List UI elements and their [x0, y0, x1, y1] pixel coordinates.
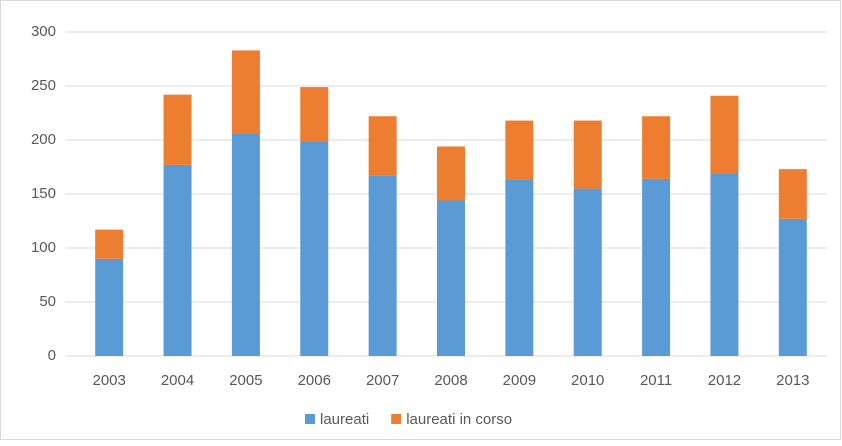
bar-segment	[163, 94, 192, 165]
bar-segment	[778, 169, 807, 219]
bar-segment	[437, 200, 465, 356]
bar-segment	[231, 133, 260, 356]
bar-segment	[368, 175, 397, 356]
bar-segment	[231, 50, 260, 134]
bar-segment	[642, 116, 671, 179]
y-tick-label: 0	[48, 347, 56, 364]
bar-segment	[710, 173, 739, 356]
x-tick-label: 2013	[776, 372, 809, 389]
x-tick-label: 2011	[640, 372, 672, 389]
legend-label: laureati in corso	[406, 411, 512, 428]
bar-segment	[710, 95, 739, 174]
y-tick-label: 300	[31, 23, 56, 40]
y-tick-label: 150	[31, 185, 56, 202]
x-tick-label: 2004	[161, 372, 194, 389]
bar-segment	[95, 229, 124, 259]
x-tick-label: 2007	[366, 372, 399, 389]
bar-segment	[573, 188, 602, 356]
bar-segment	[300, 87, 329, 142]
bar-segment	[642, 178, 671, 356]
bar-segment	[163, 164, 192, 356]
x-tick-label: 2006	[298, 372, 331, 389]
bar-segment	[95, 258, 124, 356]
y-tick-label: 50	[39, 293, 56, 310]
bar-segment	[505, 120, 534, 180]
x-tick-label: 2003	[92, 372, 125, 389]
bar-segment	[437, 146, 465, 201]
y-tick-label: 200	[31, 131, 56, 148]
bar-segment	[505, 179, 534, 356]
bar-segment	[573, 120, 602, 189]
x-tick-label: 2012	[708, 372, 741, 389]
legend-swatch	[305, 414, 315, 424]
x-tick-label: 2010	[571, 372, 604, 389]
x-tick-label: 2005	[229, 372, 262, 389]
legend-swatch	[391, 414, 402, 424]
y-tick-label: 100	[31, 239, 56, 256]
x-tick-label: 2009	[503, 372, 536, 389]
legend-label: laureati	[320, 411, 369, 428]
x-tick-label: 2008	[434, 372, 467, 389]
y-tick-label: 250	[31, 77, 56, 94]
bar-segment	[368, 116, 397, 176]
bar-segment	[300, 141, 329, 356]
bar-segment	[778, 218, 807, 356]
